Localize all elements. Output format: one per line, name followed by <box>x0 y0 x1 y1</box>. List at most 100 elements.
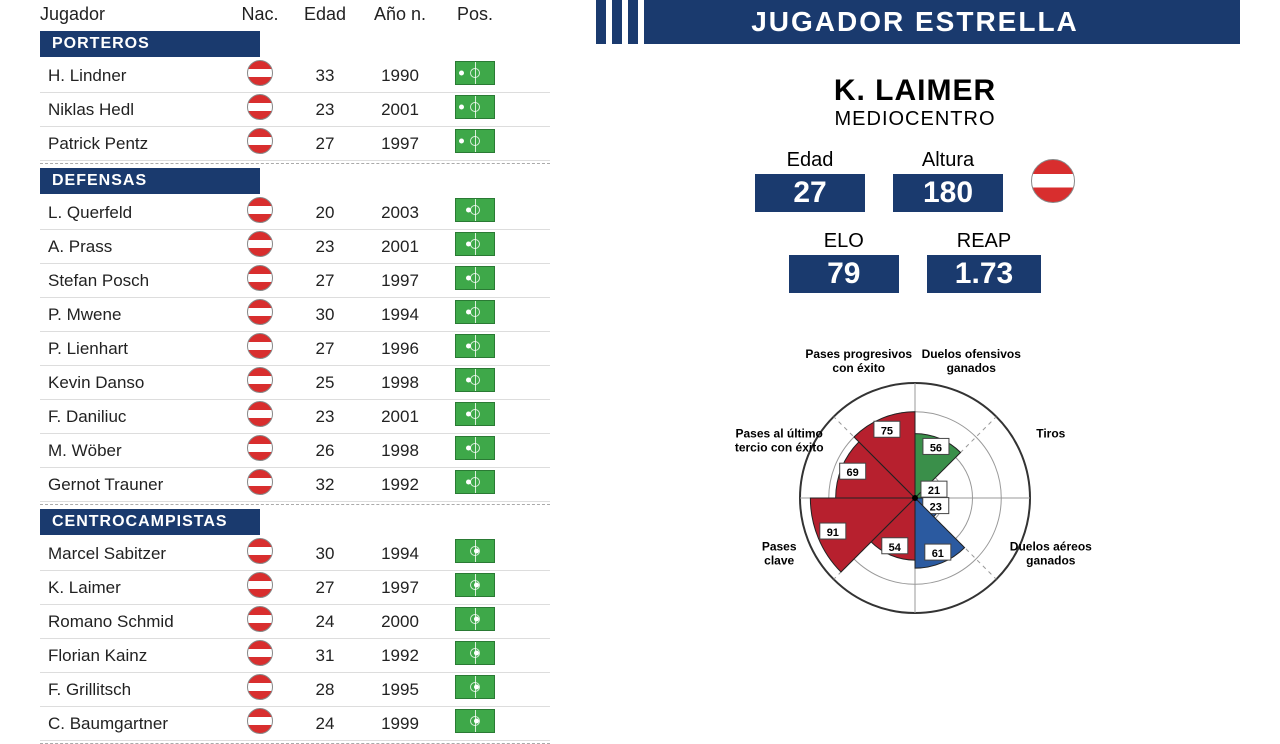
player-year: 1994 <box>360 305 440 325</box>
flag-aut-icon <box>247 128 273 154</box>
player-nat <box>230 128 290 159</box>
table-row: F. Daniliuc 23 2001 <box>40 400 550 434</box>
flag-aut-icon <box>247 435 273 461</box>
table-row: Marcel Sabitzer 30 1994 <box>40 537 550 571</box>
player-year: 2001 <box>360 237 440 257</box>
pitch-icon <box>455 300 495 324</box>
player-pos <box>440 675 510 704</box>
player-year: 2000 <box>360 612 440 632</box>
pitch-icon <box>455 129 495 153</box>
table-row: Gernot Trauner 32 1992 <box>40 468 550 502</box>
player-name: Kevin Danso <box>40 373 230 393</box>
player-year: 1997 <box>360 134 440 154</box>
banner-title: JUGADOR ESTRELLA <box>751 6 1079 37</box>
pitch-icon <box>455 266 495 290</box>
stat-label: Altura <box>893 149 1003 172</box>
player-age: 24 <box>290 612 360 632</box>
flag-aut-icon <box>247 538 273 564</box>
radar-chart: 56Duelos ofensivosganados21Tiros23Duelos… <box>705 313 1125 653</box>
player-nat <box>230 435 290 466</box>
pitch-icon <box>455 573 495 597</box>
player-year: 1992 <box>360 646 440 666</box>
player-year: 1997 <box>360 578 440 598</box>
stat-altura: Altura 180 <box>893 149 1003 212</box>
player-pos <box>440 129 510 158</box>
stat-label: REAP <box>927 230 1041 253</box>
header-nat: Nac. <box>230 4 290 25</box>
player-nat <box>230 231 290 262</box>
player-year: 1992 <box>360 475 440 495</box>
flag-aut-icon <box>247 60 273 86</box>
player-year: 2001 <box>360 407 440 427</box>
table-row: H. Lindner 33 1990 <box>40 59 550 93</box>
player-name: H. Lindner <box>40 66 230 86</box>
player-name: Niklas Hedl <box>40 100 230 120</box>
flag-aut-icon <box>247 708 273 734</box>
player-age: 23 <box>290 237 360 257</box>
player-nat <box>230 333 290 364</box>
svg-text:con éxito: con éxito <box>832 361 885 375</box>
table-header-row: Jugador Nac. Edad Año n. Pos. <box>40 0 550 29</box>
player-year: 2001 <box>360 100 440 120</box>
player-pos <box>440 709 510 738</box>
flag-aut-icon <box>247 333 273 359</box>
flag-aut-icon <box>247 367 273 393</box>
player-name: K. Laimer <box>40 578 230 598</box>
flag-aut-icon <box>247 674 273 700</box>
pitch-icon <box>455 334 495 358</box>
player-nat <box>230 469 290 500</box>
flag-aut-icon <box>247 606 273 632</box>
player-year: 1996 <box>360 339 440 359</box>
stat-reap: REAP 1.73 <box>927 230 1041 293</box>
table-row: P. Mwene 30 1994 <box>40 298 550 332</box>
flag-aut-icon <box>247 572 273 598</box>
stat-edad: Edad 27 <box>755 149 865 212</box>
player-nat <box>230 606 290 637</box>
svg-text:61: 61 <box>932 548 944 560</box>
svg-text:tercio con éxito: tercio con éxito <box>735 441 824 455</box>
flag-aut-icon <box>247 401 273 427</box>
flag-aut-icon <box>247 265 273 291</box>
player-pos <box>440 539 510 568</box>
stat-value: 1.73 <box>927 255 1041 293</box>
flag-aut-icon <box>247 640 273 666</box>
player-age: 32 <box>290 475 360 495</box>
header-year: Año n. <box>360 4 440 25</box>
pitch-icon <box>455 470 495 494</box>
player-age: 30 <box>290 544 360 564</box>
player-name: P. Lienhart <box>40 339 230 359</box>
svg-text:56: 56 <box>930 442 942 454</box>
player-pos <box>440 436 510 465</box>
header-player: Jugador <box>40 4 230 25</box>
pitch-icon <box>455 539 495 563</box>
player-nat <box>230 197 290 228</box>
player-pos <box>440 232 510 261</box>
player-age: 27 <box>290 271 360 291</box>
header-pos: Pos. <box>440 4 510 25</box>
stat-value: 180 <box>893 174 1003 212</box>
player-age: 27 <box>290 134 360 154</box>
roster-sections: PORTEROS H. Lindner 33 1990 Niklas Hedl … <box>40 29 550 744</box>
player-year: 1995 <box>360 680 440 700</box>
table-row: Niklas Hedl 23 2001 <box>40 93 550 127</box>
table-row: A. Prass 23 2001 <box>40 230 550 264</box>
table-row: M. Wöber 26 1998 <box>40 434 550 468</box>
player-pos <box>440 266 510 295</box>
pitch-icon <box>455 402 495 426</box>
player-age: 30 <box>290 305 360 325</box>
player-name: A. Prass <box>40 237 230 257</box>
player-year: 1998 <box>360 373 440 393</box>
roster-panel: Jugador Nac. Edad Año n. Pos. PORTEROS H… <box>0 0 570 720</box>
pitch-icon <box>455 436 495 460</box>
section-header: CENTROCAMPISTAS <box>40 509 260 535</box>
player-year: 2003 <box>360 203 440 223</box>
player-age: 31 <box>290 646 360 666</box>
player-year: 1990 <box>360 66 440 86</box>
player-pos <box>440 607 510 636</box>
pitch-icon <box>455 232 495 256</box>
pitch-icon <box>455 61 495 85</box>
table-row: Kevin Danso 25 1998 <box>40 366 550 400</box>
svg-text:23: 23 <box>930 502 942 514</box>
star-role: MEDIOCENTRO <box>590 108 1240 131</box>
flag-aut-icon <box>247 231 273 257</box>
